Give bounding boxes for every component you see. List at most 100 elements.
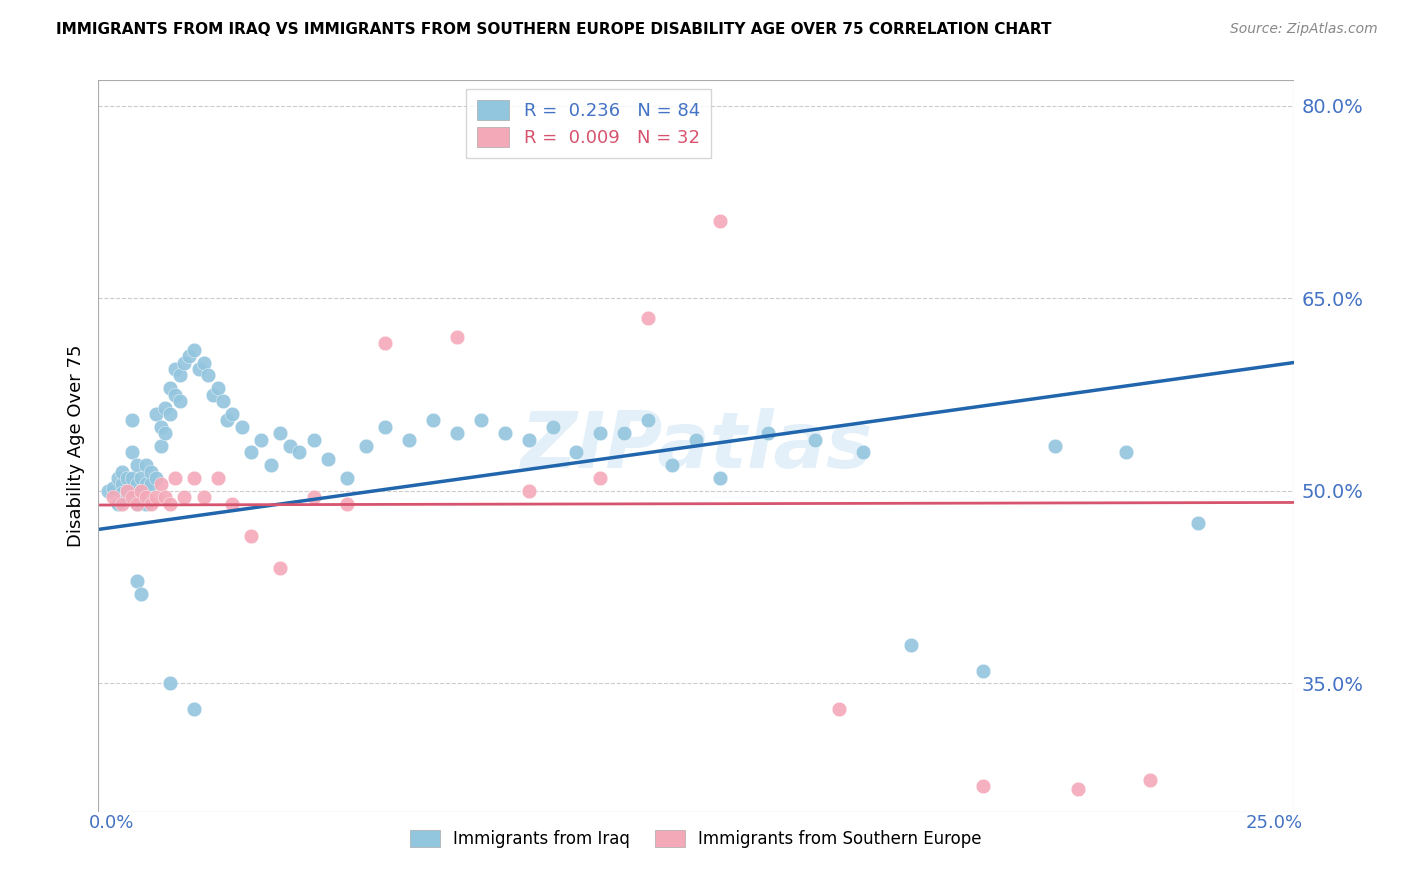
Point — [173, 355, 195, 369]
Point — [193, 355, 215, 369]
Point — [709, 214, 731, 228]
Point — [125, 574, 148, 588]
Point — [517, 433, 540, 447]
Point — [302, 491, 325, 505]
Point — [613, 426, 636, 441]
Point — [211, 394, 233, 409]
Point — [121, 413, 143, 427]
Point — [828, 702, 851, 716]
Point — [193, 491, 215, 505]
Point — [145, 471, 167, 485]
Point — [565, 445, 588, 459]
Point — [131, 586, 153, 600]
Point — [972, 664, 994, 678]
Y-axis label: Disability Age Over 75: Disability Age Over 75 — [66, 344, 84, 548]
Point — [121, 491, 143, 505]
Text: IMMIGRANTS FROM IRAQ VS IMMIGRANTS FROM SOUTHERN EUROPE DISABILITY AGE OVER 75 C: IMMIGRANTS FROM IRAQ VS IMMIGRANTS FROM … — [56, 22, 1052, 37]
Point — [187, 362, 209, 376]
Point — [541, 419, 564, 434]
Point — [589, 426, 612, 441]
Point — [179, 349, 201, 363]
Point — [240, 445, 263, 459]
Point — [259, 458, 281, 473]
Point — [517, 483, 540, 498]
Point — [1043, 439, 1066, 453]
Point — [163, 362, 186, 376]
Point — [111, 486, 134, 500]
Point — [125, 458, 148, 473]
Point — [115, 483, 138, 498]
Point — [278, 439, 301, 453]
Point — [115, 471, 138, 485]
Point — [685, 433, 707, 447]
Point — [149, 439, 172, 453]
Point — [139, 497, 162, 511]
Point — [398, 433, 420, 447]
Point — [169, 368, 191, 383]
Point — [135, 458, 157, 473]
Point — [302, 433, 325, 447]
Point — [197, 368, 219, 383]
Point — [183, 471, 205, 485]
Point — [173, 491, 195, 505]
Point — [269, 426, 291, 441]
Text: Source: ZipAtlas.com: Source: ZipAtlas.com — [1230, 22, 1378, 37]
Point — [111, 477, 134, 491]
Point — [159, 381, 181, 395]
Point — [135, 491, 157, 505]
Point — [221, 407, 243, 421]
Point — [149, 477, 172, 491]
Point — [145, 407, 167, 421]
Point — [97, 483, 120, 498]
Point — [972, 779, 994, 793]
Point — [804, 433, 827, 447]
Point — [131, 471, 153, 485]
Point — [131, 483, 153, 498]
Point — [149, 419, 172, 434]
Point — [111, 465, 134, 479]
Point — [159, 497, 181, 511]
Point — [135, 497, 157, 511]
Point — [250, 433, 273, 447]
Point — [207, 471, 229, 485]
Point — [637, 310, 659, 325]
Point — [374, 336, 396, 351]
Point — [1115, 445, 1137, 459]
Point — [155, 491, 177, 505]
Point — [155, 401, 177, 415]
Point — [115, 483, 138, 498]
Point — [121, 445, 143, 459]
Point — [470, 413, 492, 427]
Point — [135, 477, 157, 491]
Point — [336, 471, 359, 485]
Point — [131, 483, 153, 498]
Point — [446, 330, 468, 344]
Point — [288, 445, 311, 459]
Point — [207, 381, 229, 395]
Point — [1067, 781, 1090, 796]
Point — [637, 413, 659, 427]
Point — [101, 491, 124, 505]
Point — [1139, 772, 1161, 787]
Point — [354, 439, 377, 453]
Point — [125, 497, 148, 511]
Point — [852, 445, 875, 459]
Text: ZIPatlas: ZIPatlas — [520, 408, 872, 484]
Point — [1187, 516, 1209, 530]
Point — [316, 451, 339, 466]
Point — [756, 426, 779, 441]
Point — [221, 497, 243, 511]
Point — [494, 426, 516, 441]
Point — [155, 426, 177, 441]
Point — [661, 458, 683, 473]
Text: 25.0%: 25.0% — [1246, 814, 1303, 832]
Point — [163, 387, 186, 401]
Point — [107, 497, 129, 511]
Point — [240, 529, 263, 543]
Point — [159, 676, 181, 690]
Point — [589, 471, 612, 485]
Point — [111, 497, 134, 511]
Point — [183, 343, 205, 357]
Point — [125, 497, 148, 511]
Point — [169, 394, 191, 409]
